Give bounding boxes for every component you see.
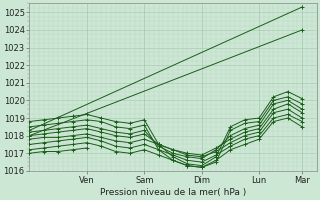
X-axis label: Pression niveau de la mer( hPa ): Pression niveau de la mer( hPa ) (100, 188, 246, 197)
